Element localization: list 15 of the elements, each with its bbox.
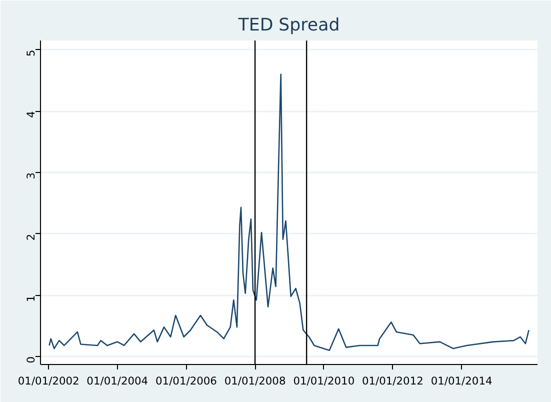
y-tick-label: 1: [24, 295, 38, 302]
x-tick-label: 01/01/2006: [156, 374, 218, 388]
y-tick-label: 4: [24, 110, 38, 118]
x-tick-label: 01/01/2008: [224, 374, 286, 388]
x-tick-label: 01/01/2012: [362, 374, 424, 388]
y-tick-label: 3: [24, 172, 38, 180]
y-tick-label: 2: [24, 234, 38, 241]
y-tick-label: 5: [24, 50, 38, 56]
x-tick-label: 01/01/2002: [18, 374, 80, 388]
x-tick-label: 01/01/2010: [293, 374, 355, 388]
x-tick-label: 01/01/2004: [86, 374, 148, 388]
x-tick-label: 01/01/2014: [430, 374, 492, 388]
chart-title: TED Spread: [237, 16, 340, 36]
y-tick-label: 0: [24, 356, 38, 364]
line-series: [48, 74, 530, 352]
